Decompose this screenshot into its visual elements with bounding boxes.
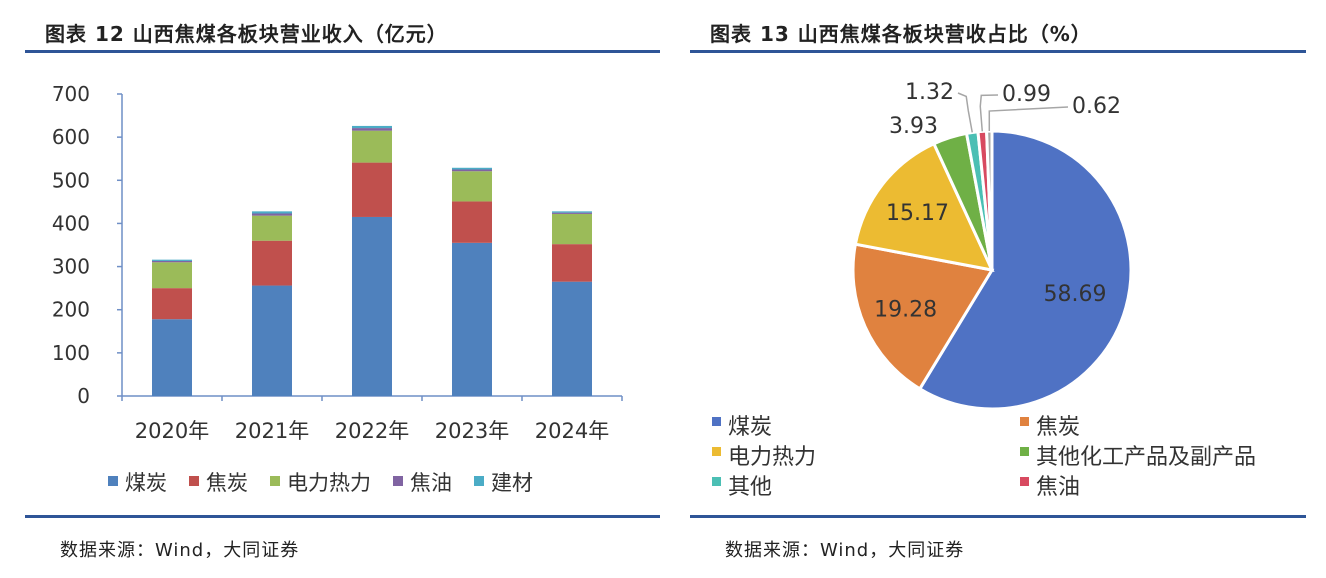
bar-segment <box>352 130 392 163</box>
legend-swatch <box>1020 477 1029 486</box>
leader-line <box>979 94 999 132</box>
slice-label: 1.32 <box>905 80 954 105</box>
bar-segment <box>552 281 592 396</box>
legend-label: 电力热力 <box>287 471 371 495</box>
y-tick-label: 200 <box>52 298 90 322</box>
legend-label: 焦炭 <box>206 471 248 495</box>
slice-label: 19.28 <box>874 297 937 322</box>
pie-slice <box>853 141 995 273</box>
x-tick-label: 2021年 <box>235 419 309 443</box>
legend-label: 煤炭 <box>728 415 772 440</box>
pie-chart-title: 图表 13 山西焦煤各板块营收占比（%） <box>710 22 1092 46</box>
legend-label: 建材 <box>491 471 533 495</box>
bar-chart-source: 数据来源：Wind，大同证券 <box>60 540 300 561</box>
slice-label: 3.93 <box>889 114 938 139</box>
bar-segment <box>252 211 292 214</box>
bar-segment <box>152 288 192 320</box>
x-tick-label: 2023年 <box>435 419 509 443</box>
bottom-rule <box>690 515 1306 518</box>
right-figure: 图表 13 山西焦煤各板块营收占比（%） 58.69 19.28 15.17 3.93… <box>690 0 1326 578</box>
pie-chart-source: 数据来源：Wind，大同证券 <box>725 540 965 561</box>
bottom-rule <box>25 515 660 518</box>
y-tick-label: 700 <box>52 82 90 106</box>
y-tick-label: 100 <box>52 341 90 365</box>
bar-segment <box>252 285 292 396</box>
slice-label: 58.69 <box>1043 282 1106 307</box>
pie-slice <box>851 242 995 391</box>
legend-label: 焦油 <box>1036 475 1080 500</box>
leader-line <box>988 106 1069 132</box>
x-tick-label: 2024年 <box>535 419 609 443</box>
legend-swatch <box>712 477 721 486</box>
y-tick-label: 400 <box>52 211 90 235</box>
bar-segment <box>252 213 292 216</box>
legend-label: 煤炭 <box>125 471 167 495</box>
x-tick-label: 2020年 <box>135 419 209 443</box>
legend-swatch <box>393 476 403 486</box>
bar-segment <box>452 171 492 202</box>
bar-segment <box>552 212 592 214</box>
pie-slice <box>917 129 1133 411</box>
bar-segment <box>452 167 492 170</box>
bar-segment <box>552 211 592 213</box>
bar-segment <box>352 128 392 131</box>
slice-label: 0.99 <box>1002 82 1051 107</box>
bar-segment <box>352 216 392 396</box>
bar-segment <box>252 215 292 241</box>
bar-chart-title: 图表 12 山西焦煤各板块营业收入（亿元） <box>45 22 448 46</box>
stacked-bar-chart: 0 100 200 300 400 500 600 700 2020年 2021年 2022年 202… <box>52 82 623 495</box>
y-tick-label: 500 <box>52 168 90 192</box>
bar-segment <box>152 262 192 289</box>
bar-segment <box>352 162 392 217</box>
legend-label: 焦炭 <box>1036 415 1080 440</box>
legend-swatch <box>1020 447 1029 456</box>
legend-swatch <box>189 476 199 486</box>
legend-label: 其他 <box>728 475 772 500</box>
leader-line <box>957 92 973 133</box>
y-tick-label: 300 <box>52 255 90 279</box>
bar-segment <box>452 169 492 172</box>
bar-segment <box>152 259 192 261</box>
legend-label: 其他化工产品及副产品 <box>1036 445 1256 470</box>
title-rule <box>690 50 1306 53</box>
legend-swatch <box>1020 417 1029 426</box>
bar-segment <box>152 260 192 263</box>
title-rule <box>25 50 660 53</box>
slice-label: 0.62 <box>1072 94 1121 119</box>
pie-chart: 58.6919.2815.173.931.32 0.99 0.62煤炭 焦炭电力热力其… <box>712 80 1256 500</box>
bar-segment <box>452 242 492 396</box>
bar-segment <box>552 244 592 282</box>
bar-segment <box>152 319 192 396</box>
bar-segment <box>252 240 292 286</box>
y-tick-label: 0 <box>77 384 90 408</box>
pie-slice <box>985 129 994 271</box>
legend-label: 电力热力 <box>728 445 816 470</box>
legend-swatch <box>712 417 721 426</box>
slice-label: 15.17 <box>886 201 949 226</box>
y-tick-label: 600 <box>52 125 90 149</box>
left-figure: 图表 12 山西焦煤各板块营业收入（亿元） 0 100 200 300 400 500 60… <box>25 22 660 561</box>
bar-segment <box>352 125 392 129</box>
legend-swatch <box>270 476 280 486</box>
bar-segment <box>452 201 492 243</box>
legend-swatch <box>108 476 118 486</box>
legend-swatch <box>474 476 484 486</box>
legend-label: 焦油 <box>410 471 452 495</box>
legend-swatch <box>712 447 721 456</box>
bar-segment <box>552 213 592 245</box>
x-tick-label: 2022年 <box>335 419 409 443</box>
